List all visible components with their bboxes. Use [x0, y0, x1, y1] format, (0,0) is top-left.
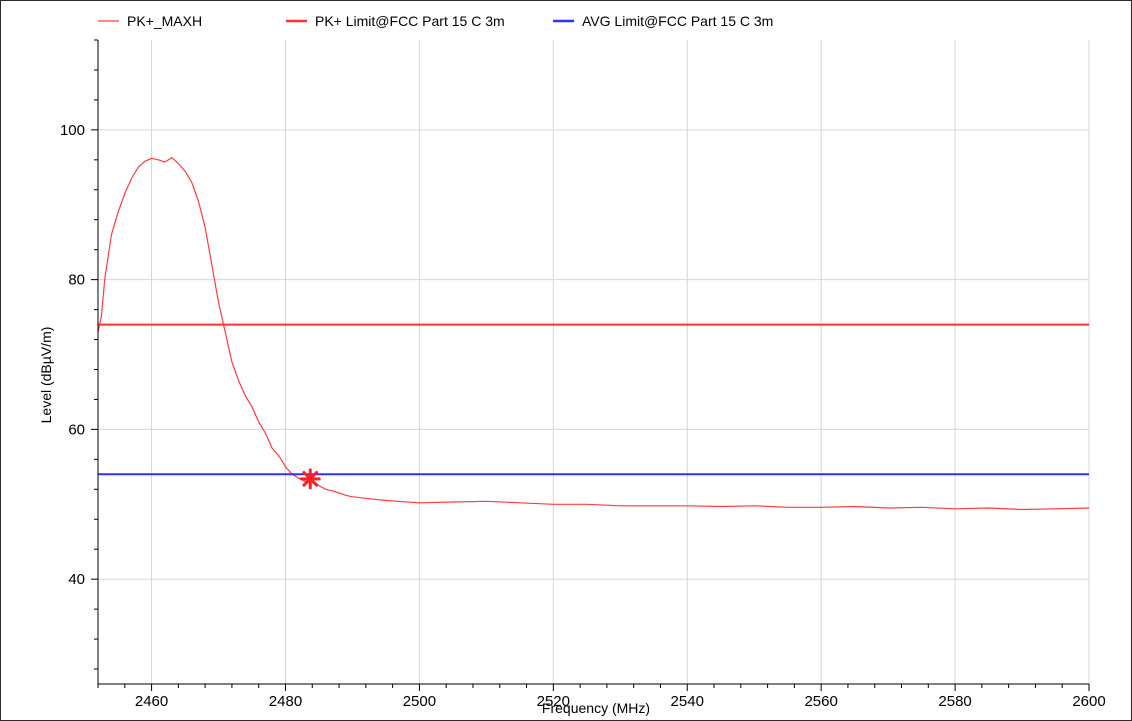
- marker-star: [299, 468, 321, 490]
- x-tick-label: 2580: [938, 693, 971, 710]
- plot-area: [98, 40, 1089, 684]
- legend-label: AVG Limit@FCC Part 15 C 3m: [582, 13, 773, 29]
- x-tick-label: 2460: [135, 693, 168, 710]
- legend: PK+_MAXH PK+ Limit@FCC Part 15 C 3m AVG Li…: [98, 13, 773, 29]
- grid: [98, 40, 1090, 684]
- y-tick-label: 60: [68, 421, 85, 438]
- legend-label: PK+ Limit@FCC Part 15 C 3m: [315, 13, 505, 29]
- y-axis-title: Level (dBµV/m): [38, 327, 54, 424]
- y-tick-label: 80: [68, 272, 85, 289]
- series-layer: [97, 157, 1090, 511]
- marker-star-stroke: [302, 470, 319, 487]
- series-line-pk-maxh: [97, 157, 1090, 511]
- x-tick-label: 2600: [1072, 693, 1105, 710]
- x-axis-title: Frequency (MHz): [542, 700, 650, 716]
- x-tick-label: 2520: [537, 693, 570, 710]
- x-tick-label: 2560: [804, 693, 837, 710]
- y-tick-label: 40: [68, 571, 85, 588]
- x-tick-label: 2500: [403, 693, 436, 710]
- x-tick-label: 2480: [269, 693, 302, 710]
- y-tick-label: 100: [60, 122, 85, 139]
- legend-label: PK+_MAXH: [127, 13, 202, 29]
- axes: 2460 2480 2500 2520 2540 2560 2580 2600 40 60 80 10…: [60, 39, 1106, 710]
- x-tick-label: 2540: [671, 693, 704, 710]
